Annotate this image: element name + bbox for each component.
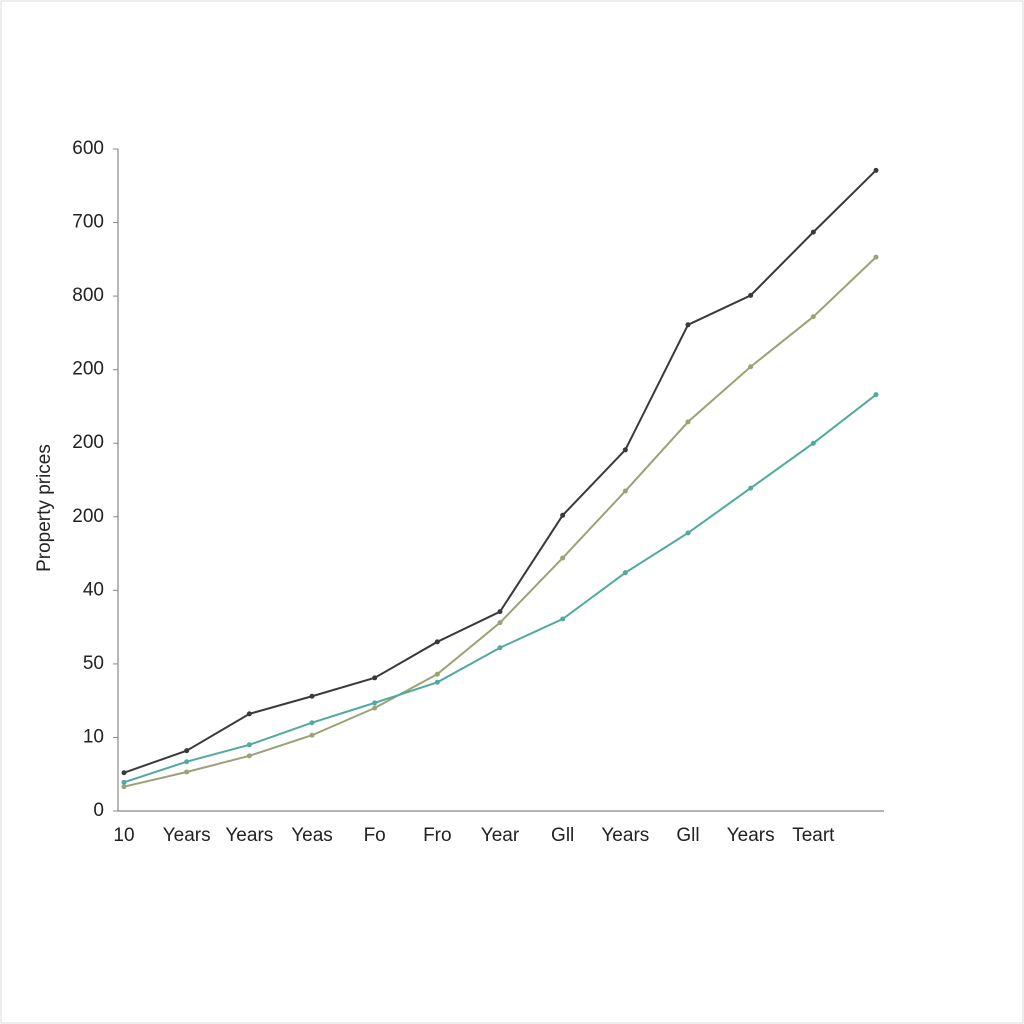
point: [497, 620, 503, 626]
point: [873, 167, 879, 173]
point: [685, 419, 691, 425]
point: [685, 530, 691, 536]
point: [748, 292, 754, 298]
point: [622, 488, 628, 494]
x-tick-label: Years: [601, 825, 649, 846]
y-tick-label: 700: [72, 212, 104, 233]
point: [184, 759, 190, 765]
point: [121, 779, 127, 785]
point: [622, 447, 628, 453]
y-tick-label: 800: [72, 285, 104, 306]
point: [309, 720, 315, 726]
point: [372, 675, 378, 681]
x-tick-label: Gll: [551, 825, 574, 846]
point: [434, 671, 440, 677]
point: [246, 753, 252, 759]
point: [246, 711, 252, 717]
point: [184, 748, 190, 754]
y-tick-label: 0: [93, 800, 104, 821]
point: [372, 705, 378, 711]
x-tick-label: Fo: [364, 825, 386, 846]
x-tick-label: Gll: [676, 825, 699, 846]
point: [309, 732, 315, 738]
y-axis-label: Property prices: [34, 444, 55, 572]
y-tick-label: 40: [83, 579, 104, 600]
point: [497, 609, 503, 615]
y-tick-label: 200: [72, 432, 104, 453]
point: [309, 693, 315, 699]
point: [810, 314, 816, 320]
y-tick-label: 200: [72, 359, 104, 380]
x-tick-label: Yeas: [291, 825, 333, 846]
x-tick-label: Year: [481, 825, 520, 846]
point: [184, 769, 190, 775]
x-tick-label: Teart: [792, 825, 835, 846]
x-tick-label: Fro: [423, 825, 452, 846]
point: [622, 570, 628, 576]
point: [497, 645, 503, 651]
x-tick-label: Years: [225, 825, 273, 846]
y-tick-label: 200: [72, 506, 104, 527]
y-tick-label: 10: [83, 726, 104, 747]
point: [560, 616, 566, 622]
y-tick-label: 600: [72, 138, 104, 159]
point: [121, 784, 127, 790]
point: [246, 742, 252, 748]
point: [748, 364, 754, 370]
point: [873, 392, 879, 398]
point: [434, 679, 440, 685]
point: [560, 512, 566, 518]
point: [748, 485, 754, 491]
y-tick-label: 50: [83, 653, 104, 674]
point: [810, 229, 816, 235]
point: [685, 322, 691, 328]
x-tick-label: Years: [727, 825, 775, 846]
x-tick-label: 10: [113, 825, 134, 846]
point: [372, 700, 378, 706]
point: [873, 254, 879, 260]
x-tick-label: Years: [163, 825, 211, 846]
point: [121, 770, 127, 776]
point: [434, 639, 440, 645]
point: [810, 440, 816, 446]
point: [560, 555, 566, 561]
